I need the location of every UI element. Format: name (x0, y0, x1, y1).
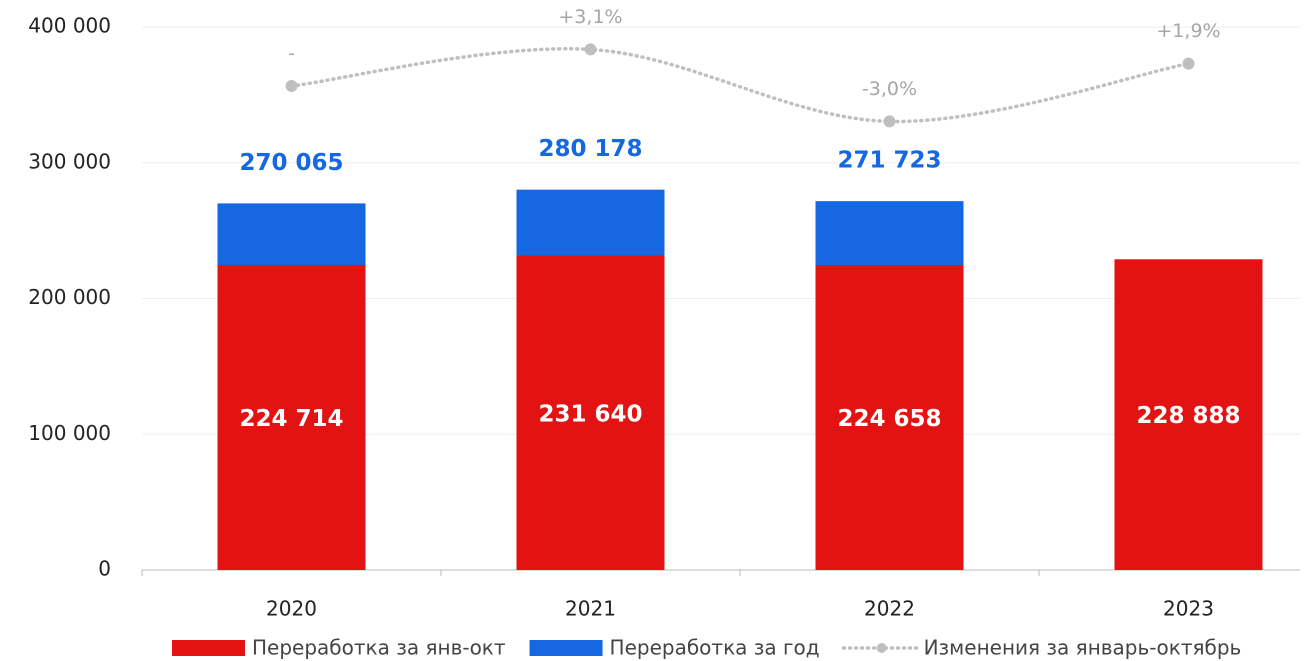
bar (815, 265, 964, 570)
point-label: +1,9% (1156, 20, 1220, 42)
point (883, 115, 896, 128)
point-label: -3,0% (862, 78, 917, 100)
y-tick-label: 400 000 (28, 14, 111, 38)
value-label: 224 714 (239, 406, 343, 432)
y-tick-label: 100 000 (28, 421, 111, 445)
y-tick-label: 300 000 (28, 149, 111, 173)
line (289, 47, 1191, 124)
x-tick-label: 2023 (1163, 597, 1214, 621)
legend-label: Переработка за год (610, 636, 820, 660)
value-label: 231 640 (538, 401, 642, 427)
value-label: 271 723 (837, 148, 941, 174)
legend-swatch (172, 640, 245, 656)
x-tick-label: 2022 (864, 597, 915, 621)
x-tick-label: 2021 (565, 597, 616, 621)
value-label: 228 888 (1136, 403, 1240, 429)
value-label: 270 065 (239, 150, 343, 176)
value-label: 224 658 (837, 406, 941, 432)
y-tick-label: 0 (98, 557, 111, 581)
bar (1114, 259, 1263, 570)
point-label: +3,1% (558, 6, 622, 28)
legend-label: Изменения за январь-октябрь (924, 636, 1242, 660)
point (285, 80, 298, 93)
legend-swatch (529, 640, 603, 656)
legend-swatch (876, 643, 887, 653)
point (584, 43, 597, 56)
y-tick-label: 200 000 (28, 285, 111, 309)
point (1182, 57, 1195, 70)
value-label: 280 178 (538, 136, 642, 162)
legend-label: Переработка за янв-окт (252, 636, 506, 660)
point-label: - (288, 43, 295, 65)
bar (217, 264, 366, 570)
x-tick-label: 2020 (266, 597, 317, 621)
bar (516, 255, 665, 570)
